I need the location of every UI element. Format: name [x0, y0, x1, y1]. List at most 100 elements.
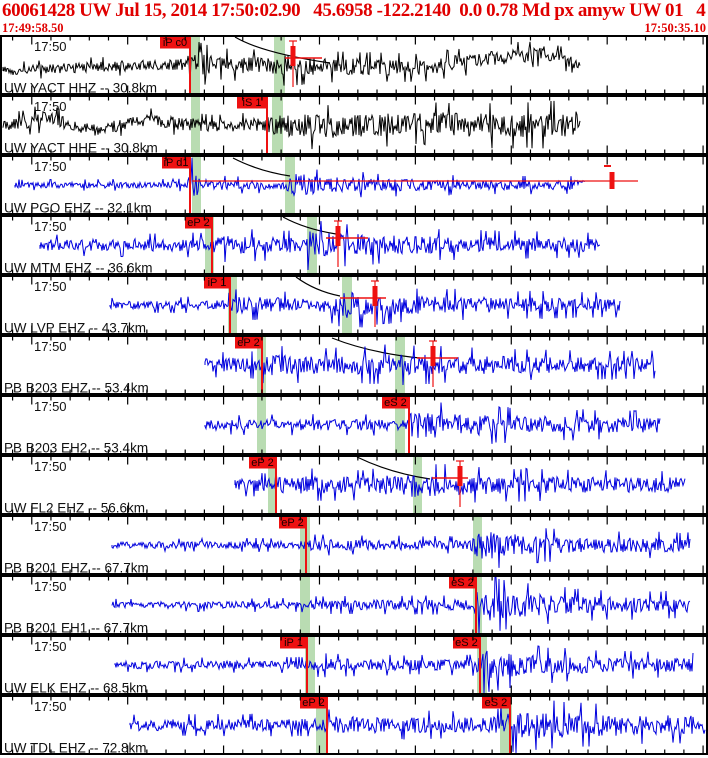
station-label: UW PGO EHZ -- 32.1km [4, 201, 152, 216]
phase-window-band [477, 636, 487, 694]
panel-frame [0, 395, 708, 455]
event-header-line: 60061428 UW Jul 15, 2014 17:50:02.90 45.… [2, 0, 706, 21]
panel-frame [0, 95, 708, 155]
phase-window-band [285, 156, 295, 214]
seismogram-trace[interactable] [2, 41, 581, 88]
phase-window-band [473, 576, 482, 634]
seismogram-trace[interactable] [204, 344, 656, 386]
phase-pick-label[interactable]: eS 2 [455, 637, 478, 649]
station-label: UW MTM EHZ -- 36.6km [4, 261, 153, 276]
seismogram-trace[interactable] [111, 576, 691, 634]
panel-frame [0, 35, 708, 95]
phase-pick-label[interactable]: eS 2 [451, 577, 474, 589]
phase-pick-label[interactable]: eS 2 [384, 397, 407, 409]
minute-label: 17:50 [34, 459, 67, 474]
panel-frame [0, 335, 708, 395]
phase-window-band [413, 456, 422, 514]
phase-pick-label[interactable]: iS 1 [243, 97, 262, 109]
phase-pick-label[interactable]: iP 1 [208, 277, 227, 289]
panel-frame [0, 275, 708, 335]
phase-pick-label-box[interactable] [449, 575, 476, 589]
phase-pick-label-box[interactable] [185, 215, 212, 229]
phase-pick-label[interactable]: iP c0 [163, 37, 187, 49]
phase-pick-label[interactable]: eS 2 [485, 697, 508, 709]
station-label: UW TDL EHZ -- 72.8km [4, 741, 147, 756]
phase-pick-label-box[interactable] [249, 455, 276, 469]
waveform-panel[interactable]: iP d1 17:50 UW PGO EHZ -- 32.1km [0, 155, 708, 215]
phase-pick-label[interactable]: eP 2 [251, 457, 273, 469]
phase-window-band [305, 636, 315, 694]
window-end-time: 17:50:35.10 [644, 21, 706, 35]
station-label: PB B203 EH2 -- 53.4km [4, 441, 148, 456]
seismogram-trace[interactable] [2, 100, 581, 150]
panel-frame [0, 455, 708, 515]
minute-label: 17:50 [34, 519, 67, 534]
phase-pick-label-box[interactable] [482, 695, 510, 709]
seismogram-trace[interactable] [204, 402, 661, 444]
phase-pick-label[interactable]: iP d1 [164, 157, 189, 169]
phase-pick-label[interactable]: eP 2 [302, 697, 324, 709]
panel-background [0, 35, 708, 95]
phase-pick-label[interactable]: iP 1 [284, 637, 303, 649]
window-start-time: 17:49:58.50 [2, 21, 64, 35]
panel-background [0, 455, 708, 515]
station-label: PB B203 EHZ -- 53.4km [4, 381, 149, 396]
seismogram-trace[interactable] [114, 645, 694, 694]
waveform-panel[interactable]: eS 2 17:50 PB B201 EH1 -- 67.7km [0, 575, 708, 635]
minute-label: 17:50 [34, 579, 67, 594]
waveform-panel[interactable]: eP 2 eS 2 17:50 UW TDL EHZ -- 72.8km [0, 695, 708, 755]
waveform-panel[interactable]: eP 2 17:50 UW MTM EHZ -- 36.6km [0, 215, 708, 275]
waveform-panel[interactable]: iP c0 17:50 UW YACT HHZ -- 30.8km [0, 35, 708, 95]
phase-pick-label[interactable]: eP 2 [187, 217, 209, 229]
panel-frame [0, 155, 708, 215]
phase-window-band [342, 276, 352, 334]
minute-label: 17:50 [34, 699, 67, 714]
station-label: UW LVP EHZ -- 43.7km [4, 321, 146, 336]
phase-window-band [316, 696, 326, 754]
minute-label: 17:50 [34, 99, 67, 114]
waveform-panel[interactable]: iP 1 eS 2 17:50 UW ELK EHZ -- 68.5km [0, 635, 708, 695]
minute-label: 17:50 [34, 399, 67, 414]
phase-window-band [274, 36, 285, 94]
minute-label: 17:50 [34, 639, 67, 654]
phase-pick-label-box[interactable] [235, 335, 262, 349]
travel-time-curve [295, 276, 341, 297]
phase-pick-label-box[interactable] [300, 695, 327, 709]
waveform-panel[interactable]: iS 1 17:50 UW YACT HHE -- 30.8km [0, 95, 708, 155]
travel-time-curve [356, 456, 431, 480]
phase-pick-label-box[interactable] [382, 395, 409, 409]
station-label: PB B201 EHZ -- 67.7km [4, 561, 149, 576]
waveform-panel[interactable]: eP 2 17:50 UW FL2 EHZ -- 56.6km [0, 455, 708, 515]
phase-pick-label-box[interactable] [162, 155, 190, 169]
panel-frame [0, 635, 708, 695]
station-label: PB B201 EH1 -- 67.7km [4, 621, 148, 636]
seismogram-trace[interactable] [129, 700, 706, 754]
panel-frame [0, 215, 708, 275]
minute-label: 17:50 [34, 339, 67, 354]
panel-frame [0, 695, 708, 755]
waveform-panel[interactable]: eP 2 17:50 PB B203 EHZ -- 53.4km [0, 335, 708, 395]
phase-pick-label-box[interactable] [279, 515, 306, 529]
phase-window-band [205, 216, 214, 274]
waveform-panel[interactable]: eP 2 17:50 PB B201 EHZ -- 67.7km [0, 515, 708, 575]
travel-time-curve [232, 157, 291, 177]
phase-pick-label-box[interactable] [237, 95, 267, 109]
waveform-panel[interactable]: eS 2 17:50 PB B203 EH2 -- 53.4km [0, 395, 708, 455]
seismogram-trace[interactable] [39, 221, 601, 271]
phase-pick-label[interactable]: eP 2 [237, 337, 259, 349]
seismogram-trace[interactable] [111, 528, 691, 568]
waveform-panel[interactable]: iP 1 17:50 UW LVP EHZ -- 43.7km [0, 275, 708, 335]
trace-panel-stack: iP c0 17:50 UW YACT HHZ -- 30.8km iS 1 17:50… [0, 35, 708, 755]
seismogram-trace[interactable] [109, 288, 621, 328]
station-label: UW FL2 EHZ -- 56.6km [4, 501, 145, 516]
panel-frame [0, 515, 708, 575]
phase-pick-label-box[interactable] [160, 35, 190, 49]
minute-label: 17:50 [34, 39, 67, 54]
minute-label: 17:50 [34, 159, 67, 174]
station-label: UW ELK EHZ -- 68.5km [4, 681, 147, 696]
phase-window-band [307, 216, 317, 274]
station-label: UW YACT HHE -- 30.8km [4, 141, 158, 156]
phase-pick-label[interactable]: eP 2 [281, 517, 303, 529]
phase-window-band [268, 456, 277, 514]
